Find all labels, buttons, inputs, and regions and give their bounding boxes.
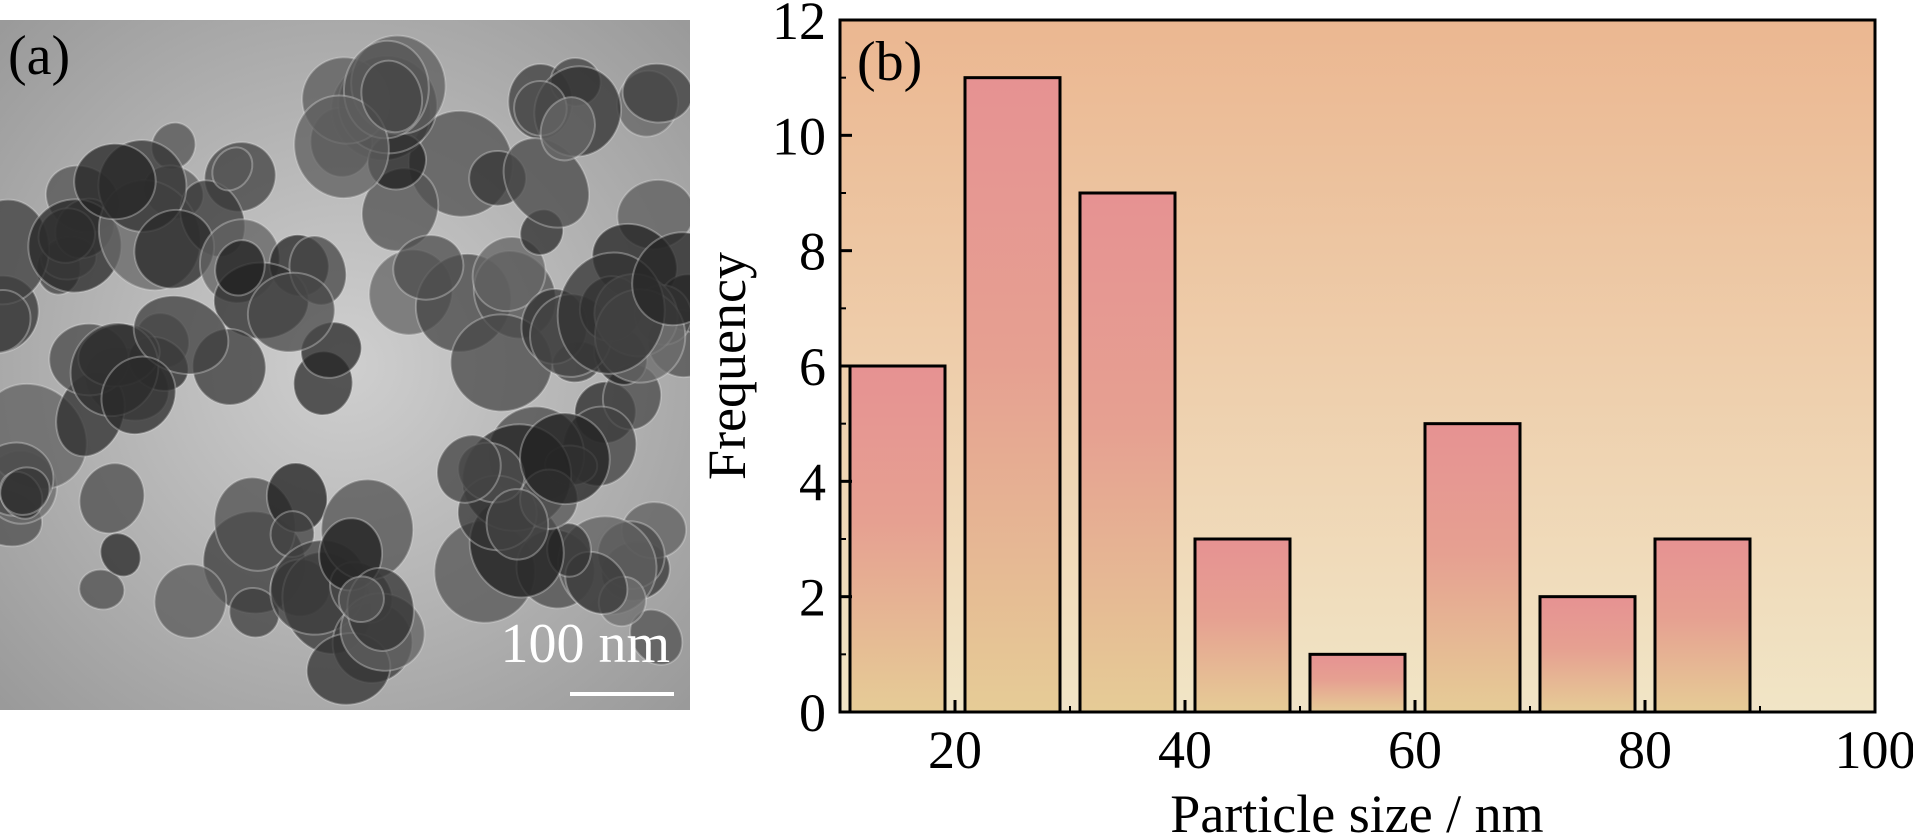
y-axis-label: Frequency — [697, 252, 757, 480]
x-tick-label: 100 — [1835, 720, 1913, 780]
y-tick-label: 0 — [799, 683, 826, 743]
y-tick-label: 4 — [799, 452, 826, 512]
tem-particle — [0, 289, 32, 354]
y-tick-label: 10 — [772, 106, 826, 166]
tem-particle — [153, 563, 228, 639]
x-tick-label: 20 — [928, 720, 982, 780]
histogram-bar — [1653, 537, 1752, 714]
histogram-bar — [1538, 595, 1637, 714]
tem-particle — [133, 208, 216, 290]
tem-particle — [78, 462, 146, 535]
tem-particle — [631, 231, 690, 327]
histogram-bar — [1308, 652, 1407, 714]
x-axis-label: Particle size / nm — [1170, 784, 1543, 839]
x-tick-label: 60 — [1388, 720, 1442, 780]
tem-image-panel: 100 nm (a) — [0, 20, 690, 710]
x-tick-label: 40 — [1158, 720, 1212, 780]
x-tick-label: 80 — [1618, 720, 1672, 780]
tem-particle — [502, 137, 591, 229]
tem-particle — [78, 568, 126, 611]
histogram-bar — [1078, 191, 1177, 714]
tem-particle — [485, 488, 550, 561]
panel-b-label: (b) — [857, 31, 922, 93]
histogram-bar — [848, 364, 947, 714]
y-tick-label: 12 — [772, 0, 826, 51]
tem-particle — [436, 434, 502, 504]
y-tick-label: 6 — [799, 337, 826, 397]
tem-particle — [228, 586, 281, 639]
tem-particle — [246, 271, 336, 353]
histogram-bars — [848, 76, 1752, 714]
panel-a-label: (a) — [8, 25, 70, 87]
tem-particle — [211, 146, 254, 192]
histogram-bar — [963, 76, 1062, 714]
tem-particle — [0, 466, 51, 516]
tem-particles — [0, 34, 690, 706]
tem-particle — [360, 59, 424, 134]
y-tick-label: 8 — [799, 222, 826, 282]
tem-particle — [337, 575, 385, 624]
y-axis-ticks: 0 2 4 6 8 10 12 — [772, 0, 852, 743]
tem-particle — [99, 532, 142, 578]
tem-particle — [519, 412, 611, 506]
histogram-bar — [1423, 422, 1522, 714]
tem-particle — [100, 355, 177, 436]
y-tick-label: 2 — [799, 568, 826, 628]
tem-particle — [214, 239, 266, 297]
histogram-bar — [1193, 537, 1292, 714]
x-axis-ticks: 20 40 60 80 100 — [839, 700, 1913, 780]
scale-bar-label: 100 nm — [500, 613, 670, 675]
tem-particle — [539, 96, 596, 162]
tem-particle — [73, 142, 157, 221]
tem-particle — [293, 94, 390, 200]
tem-particle — [621, 62, 690, 124]
histogram-panel: 0 2 4 6 8 10 12 20 40 60 80 100 (b) Particle size … — [697, 0, 1913, 839]
tem-particle — [392, 234, 465, 301]
